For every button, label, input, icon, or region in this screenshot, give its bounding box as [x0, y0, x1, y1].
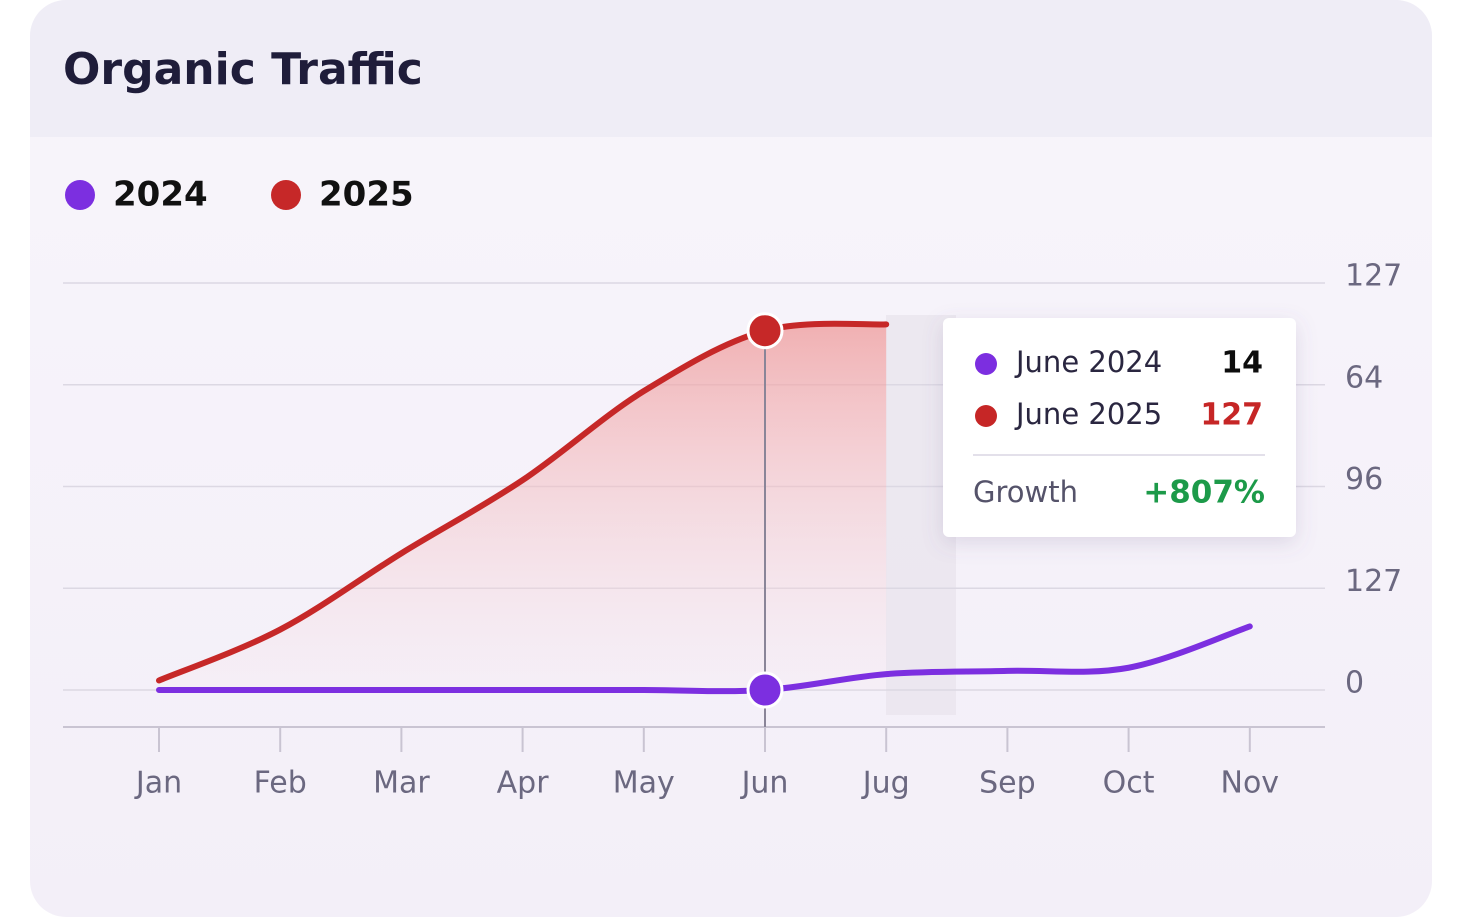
x-tick-label: Feb — [254, 766, 307, 801]
tooltip-value: 127 — [1200, 398, 1263, 433]
chart-title: Organic Traffic — [63, 44, 423, 95]
area — [159, 323, 887, 690]
y-tick-label: 127 — [1345, 564, 1402, 599]
tooltip-growth-value: +807% — [1143, 475, 1265, 511]
highlight-point — [746, 312, 784, 350]
y-tick-label: 127 — [1345, 259, 1402, 294]
legend-swatch — [65, 180, 95, 210]
tooltip-label: June 2025 — [1014, 397, 1162, 431]
x-tick-label: May — [613, 766, 675, 801]
x-tick-label: Jug — [861, 766, 910, 801]
y-tick-label: 96 — [1345, 462, 1383, 497]
card-header — [30, 0, 1432, 137]
legend-label: 2025 — [319, 175, 414, 215]
tooltip-value: 14 — [1221, 346, 1263, 381]
x-tick-label: Mar — [373, 766, 430, 801]
legend-swatch — [271, 180, 301, 210]
x-tick-label: Nov — [1221, 766, 1280, 801]
x-tick-label: Apr — [497, 766, 550, 801]
x-tick-label: Oct — [1103, 766, 1155, 801]
highlight-point — [746, 671, 784, 709]
x-tick-label: Jan — [134, 766, 182, 801]
x-tick-label: Sep — [979, 766, 1036, 801]
line — [156, 623, 1253, 695]
y-tick-label: 0 — [1345, 666, 1364, 701]
y-tick-label: 64 — [1345, 360, 1383, 395]
x-tick-label: Jun — [740, 766, 789, 801]
tooltip-swatch — [975, 353, 997, 375]
legend-label: 2024 — [113, 175, 208, 215]
tooltip-label: June 2024 — [1014, 345, 1162, 379]
tooltip-box — [943, 318, 1296, 537]
tooltip-growth-label: Growth — [973, 475, 1078, 509]
tooltip-swatch — [975, 405, 997, 427]
